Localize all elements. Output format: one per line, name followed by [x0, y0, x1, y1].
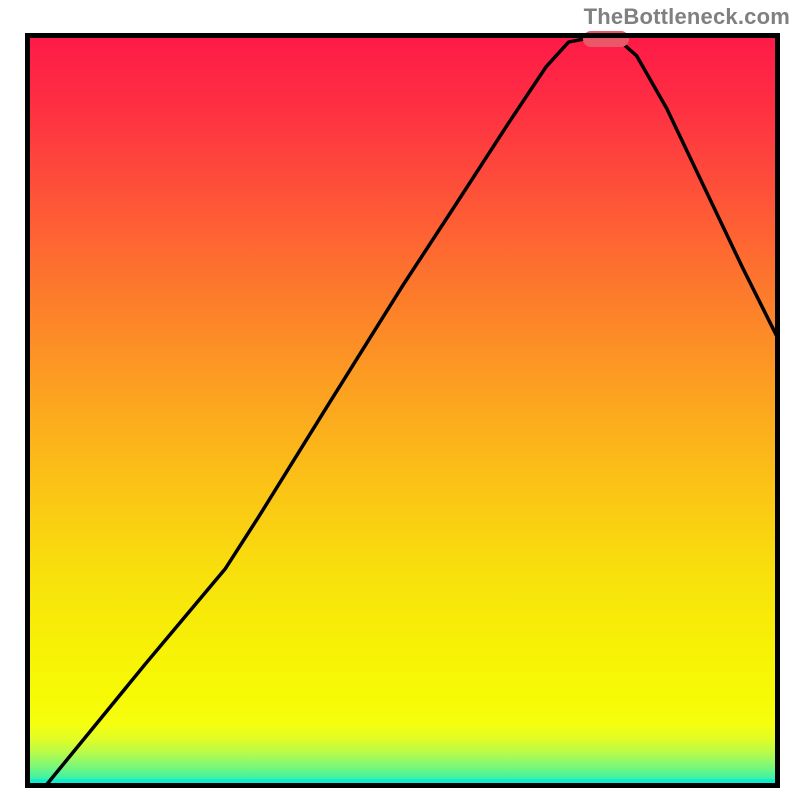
plot-area [25, 33, 780, 788]
heatmap-gradient-background [25, 33, 780, 788]
target-marker [583, 31, 629, 47]
page: TheBottleneck.com [0, 0, 800, 800]
watermark-text: TheBottleneck.com [584, 4, 790, 30]
optimum-green-strip [25, 779, 780, 788]
